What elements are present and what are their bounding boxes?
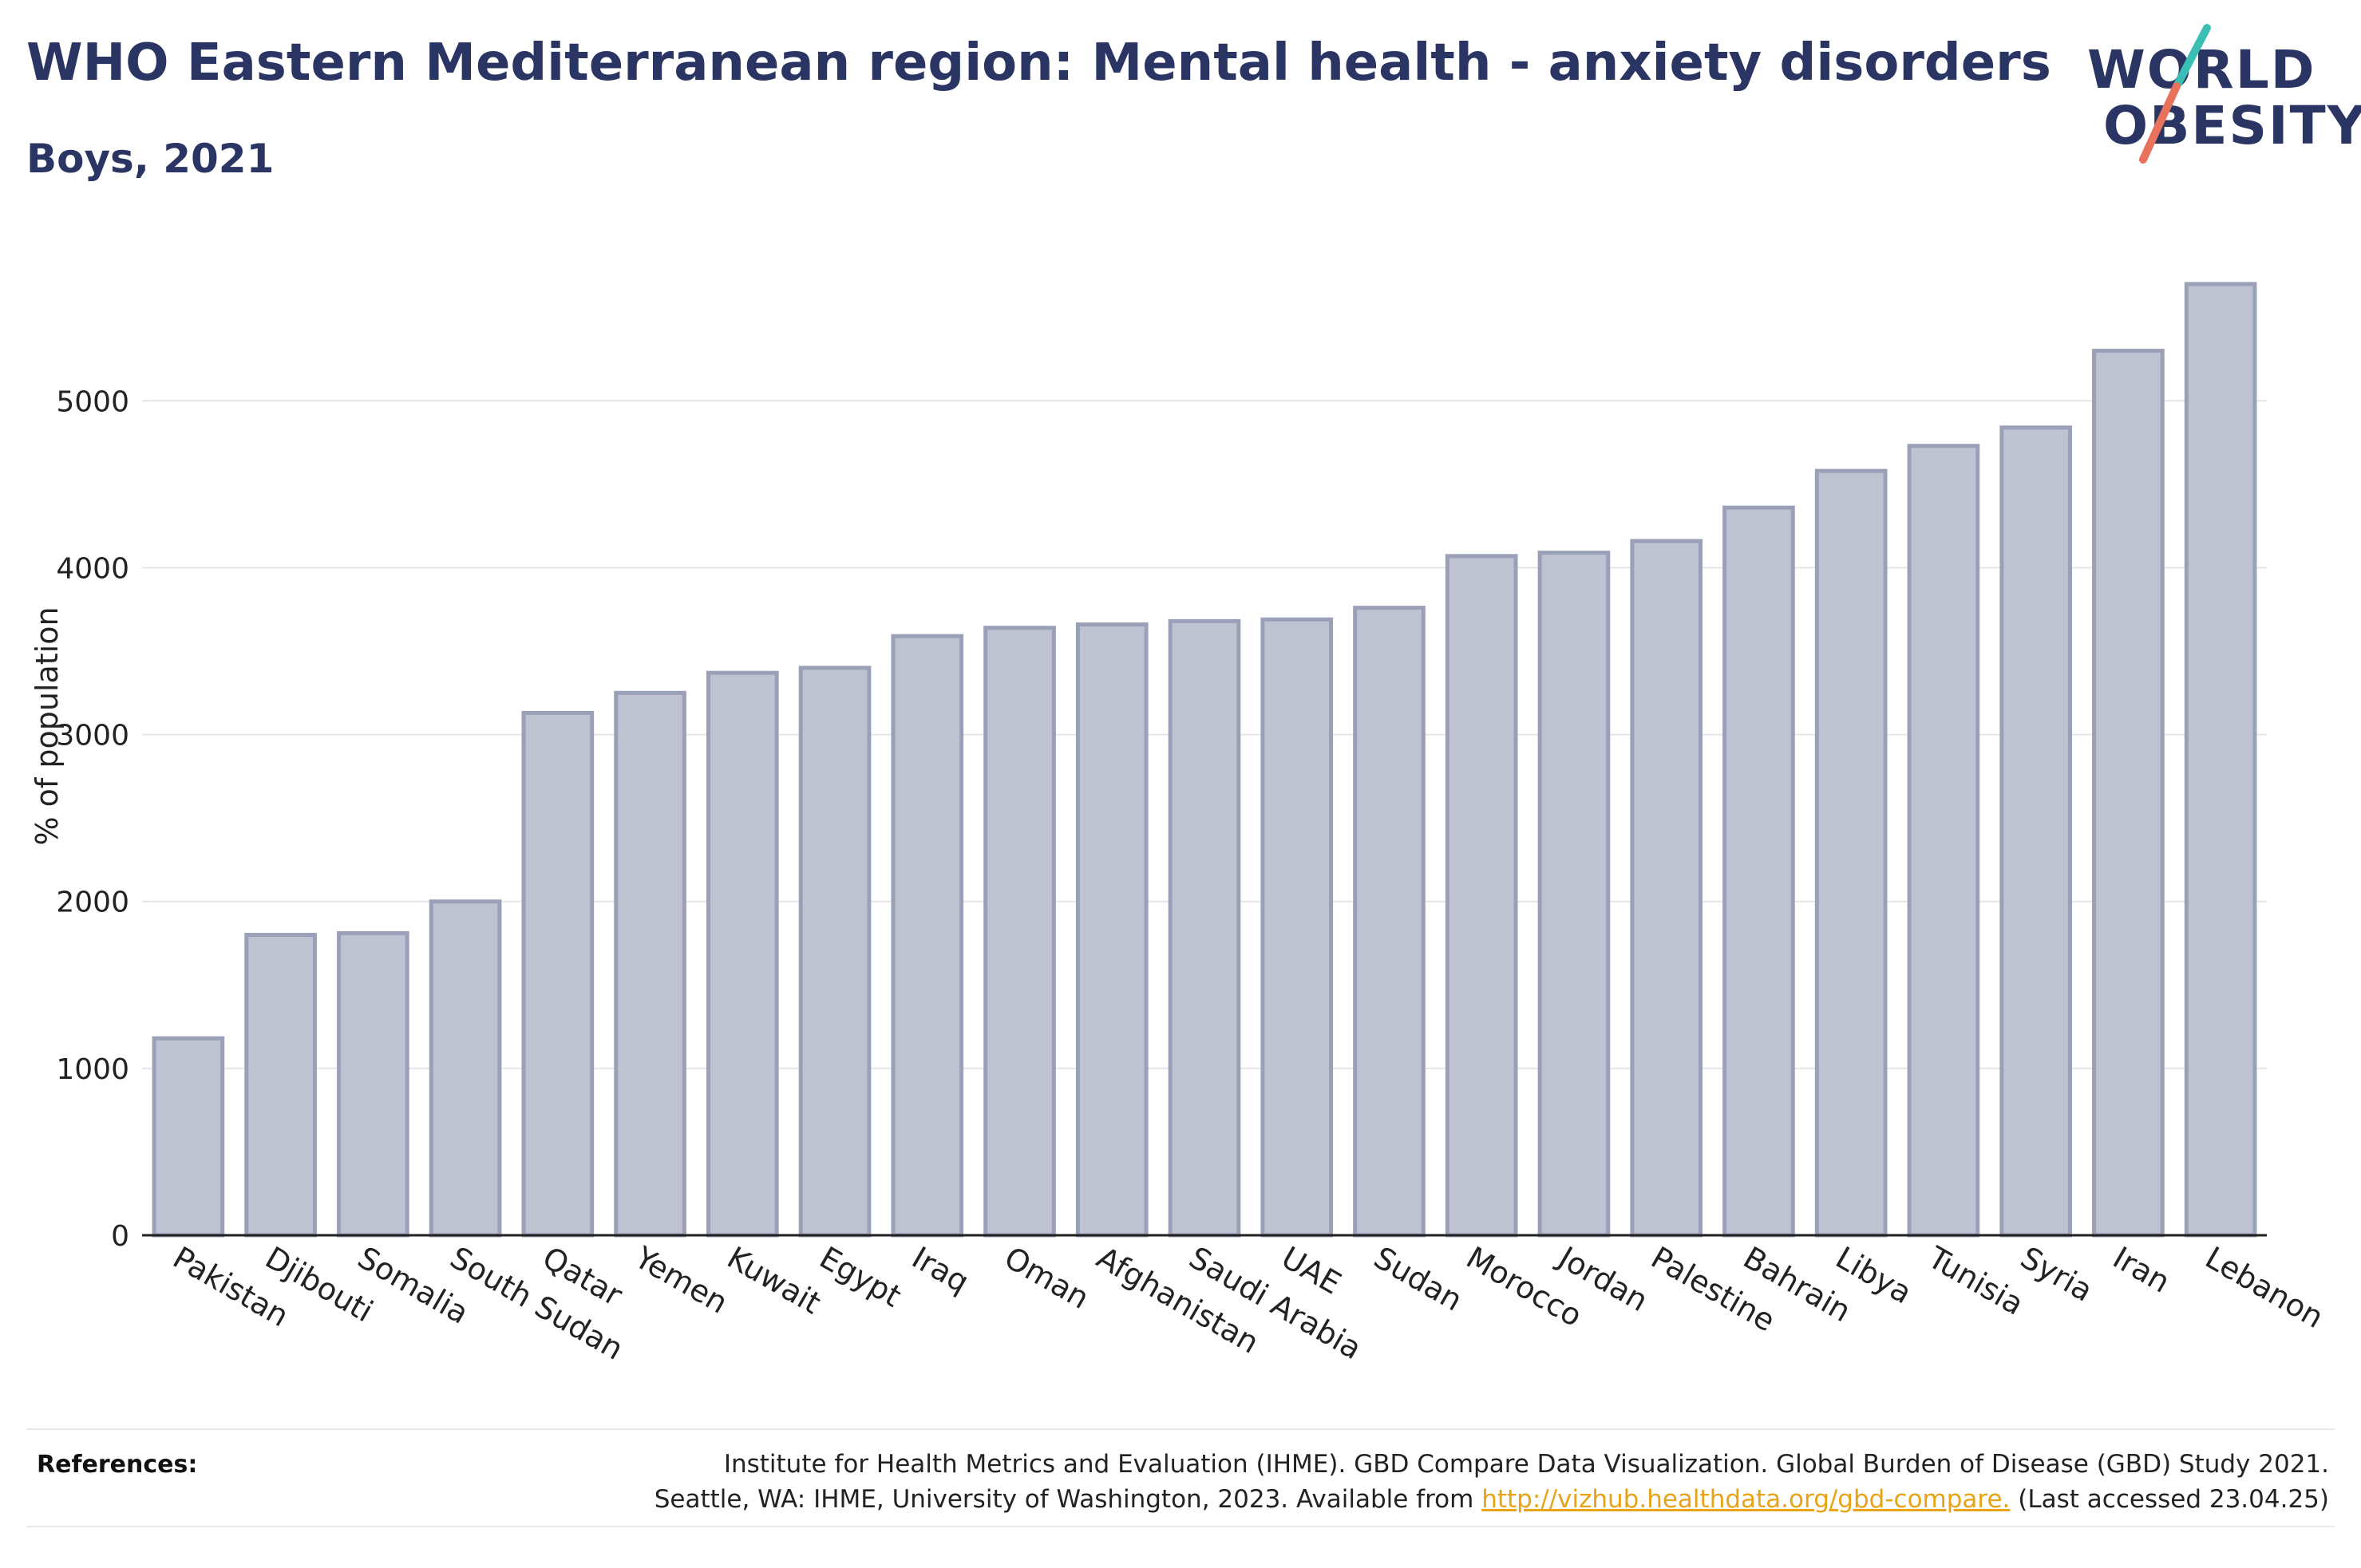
bar-chart: 0 1000 2000 3000 4000 5000 PakistanDjiboutiSo… [30, 282, 2330, 1367]
bar-south-sudan [429, 899, 502, 1238]
y-axis-label: % of population [30, 606, 65, 845]
reference-link[interactable]: http://vizhub.healthdata.org/gbd-compare… [1481, 1485, 2011, 1514]
bar-jordan [1537, 551, 1611, 1238]
bar-uae [1260, 617, 1334, 1238]
world-obesity-logo: WORLD OBESITY [2079, 24, 2361, 176]
references-label: References: [37, 1451, 198, 1479]
y-tick-label: 2000 [56, 887, 129, 919]
bars [152, 282, 2257, 1238]
y-tick-label: 4000 [56, 552, 129, 585]
reference-line-1: Institute for Health Metrics and Evaluat… [723, 1450, 2329, 1479]
y-tick-label: 1000 [56, 1053, 129, 1086]
x-tick-label: Iran [2107, 1240, 2176, 1300]
bar-saudi-arabia [1168, 618, 1241, 1238]
logo-word-world: WORLD [2087, 39, 2316, 101]
footer-divider-top [26, 1428, 2335, 1430]
x-tick-label: Sudan [1368, 1240, 1469, 1318]
bar-bahrain [1722, 505, 1795, 1238]
bar-egypt [798, 666, 872, 1238]
bar-pakistan [152, 1036, 225, 1238]
bar-qatar [521, 710, 595, 1238]
bar-djibouti [244, 933, 317, 1238]
x-tick-label: Lebanon [2200, 1240, 2330, 1335]
bar-tunisia [1907, 444, 1980, 1238]
y-tick-labels: 0 1000 2000 3000 4000 5000 [56, 385, 129, 1253]
x-tick-label: Tunisia [1922, 1239, 2030, 1322]
bar-sudan [1353, 606, 1426, 1238]
references-text: Institute for Health Metrics and Evaluat… [653, 1447, 2329, 1517]
bar-afghanistan [1075, 622, 1149, 1238]
x-tick-label: Syria [2015, 1240, 2098, 1309]
logo-word-obesity: OBESITY [2103, 95, 2361, 156]
x-tick-label: Iraq [906, 1240, 975, 1300]
x-tick-label: Egypt [814, 1240, 908, 1314]
bar-kuwait [706, 670, 779, 1238]
y-tick-label: 5000 [56, 385, 129, 418]
page-subtitle: Boys, 2021 [26, 136, 275, 182]
bar-lebanon [2184, 282, 2257, 1238]
bar-oman [983, 626, 1056, 1238]
reference-line-2-prefix: Seattle, WA: IHME, University of Washing… [654, 1485, 1474, 1514]
bar-syria [1999, 425, 2072, 1238]
reference-line-2-suffix: (Last accessed 23.04.25) [2018, 1485, 2329, 1514]
bar-morocco [1445, 554, 1518, 1238]
x-tick-label: Oman [999, 1240, 1095, 1316]
bar-iraq [891, 634, 964, 1238]
bar-libya [1814, 468, 1888, 1238]
x-tick-label: Kuwait [722, 1240, 827, 1321]
y-tick-label: 0 [111, 1220, 129, 1253]
bar-somalia [337, 930, 409, 1238]
bar-iran [2092, 349, 2165, 1238]
x-tick-label: Yemen [628, 1239, 734, 1321]
bar-yemen [614, 690, 686, 1238]
y-tick-label: 3000 [56, 720, 129, 752]
logo-slash-icon [2139, 24, 2211, 164]
footer-divider-bottom [26, 1526, 2335, 1527]
page-title: WHO Eastern Mediterranean region: Mental… [26, 34, 2051, 93]
bar-palestine [1630, 539, 1703, 1238]
